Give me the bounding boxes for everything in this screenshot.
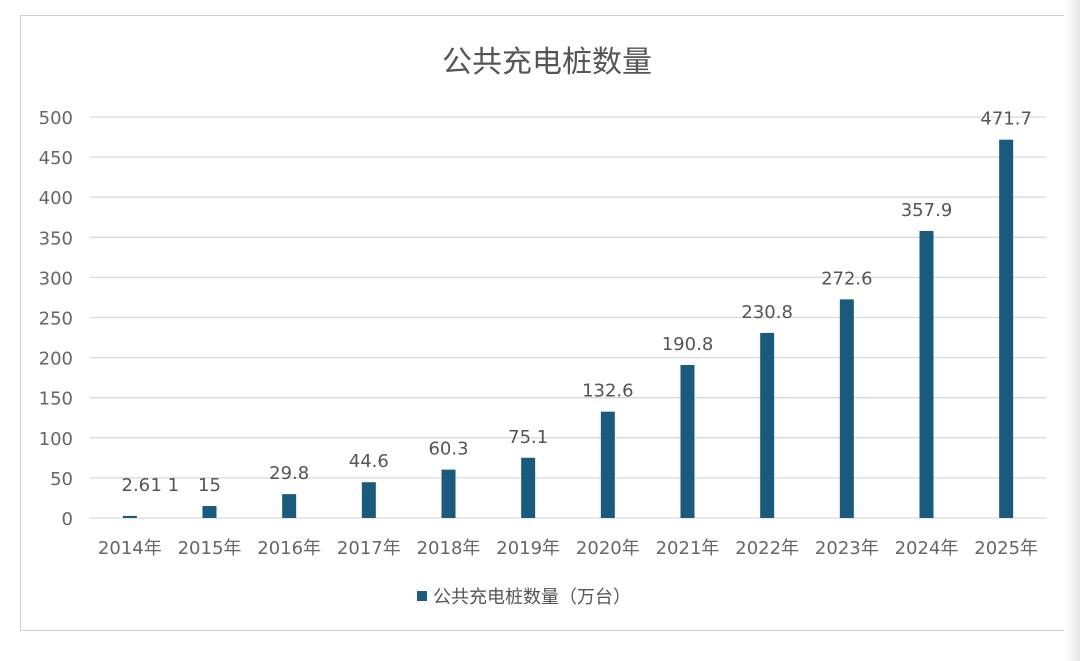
x-category-label: 2025年	[974, 538, 1038, 559]
data-label: 132.6	[582, 381, 634, 402]
y-tick-label: 300	[39, 268, 73, 289]
x-category-label: 2016年	[257, 538, 321, 559]
legend-swatch	[417, 591, 427, 601]
y-tick-label: 500	[39, 108, 73, 129]
bar	[919, 230, 934, 518]
gridlines	[90, 116, 1046, 519]
bar	[441, 469, 456, 518]
y-tick-label: 350	[39, 228, 73, 249]
data-labels: 2.6 15 29.8 44.6 60.3 75.1 132.6 190.8 230.8 272.…	[122, 109, 1032, 496]
x-category-label: 2022年	[735, 538, 799, 559]
bars	[122, 139, 1014, 518]
y-tick-label: 100	[39, 429, 73, 450]
x-category-label: 2021年	[656, 538, 720, 559]
data-label: 2.6	[122, 475, 151, 496]
bar	[680, 364, 695, 518]
x-category-label: 2019年	[496, 538, 560, 559]
chart-frame	[20, 15, 1072, 631]
bar	[760, 332, 775, 518]
bar	[521, 457, 536, 518]
page-edge-shadow	[1064, 0, 1080, 661]
y-tick-label: 450	[39, 148, 73, 169]
data-label: 272.6	[821, 268, 873, 289]
legend-label: 公共充电桩数量（万台）	[433, 587, 631, 608]
y-tick-label: 50	[50, 469, 73, 490]
x-category-label: 2020年	[576, 538, 640, 559]
x-category-label: 2024年	[895, 538, 959, 559]
y-tick-label: 0	[62, 509, 73, 530]
data-label: 190.8	[662, 334, 714, 355]
data-label: 471.7	[980, 109, 1032, 130]
bar	[122, 515, 137, 518]
y-tick-label: 200	[39, 349, 73, 370]
legend: 公共充电桩数量（万台）	[417, 587, 631, 608]
chart-title: 公共充电桩数量	[442, 45, 652, 80]
bar	[361, 482, 376, 518]
data-label: 15	[198, 475, 221, 496]
x-category-label: 2023年	[815, 538, 879, 559]
bar	[202, 505, 217, 518]
y-tick-label: 400	[39, 188, 73, 209]
x-category-label: 2014年	[98, 538, 162, 559]
bar	[999, 139, 1014, 518]
data-label: 44.6	[349, 451, 389, 472]
data-label: 29.8	[269, 463, 309, 484]
bar	[839, 299, 854, 518]
data-label: 230.8	[741, 302, 793, 323]
y-axis-tick-labels: 0 50 100 150 200 250 300 350 400 450 500	[39, 108, 73, 530]
y-tick-label: 150	[39, 389, 73, 410]
x-category-label: 2015年	[178, 538, 242, 559]
data-label: 357.9	[901, 200, 953, 221]
x-axis-category-labels: 2014年 2015年 2016年 2017年 2018年 2019年 2020年 2021年…	[98, 538, 1038, 559]
data-label: 75.1	[508, 427, 548, 448]
x-category-label: 2017年	[337, 538, 401, 559]
data-label-extra: 1 1	[151, 475, 180, 496]
bar	[600, 411, 615, 518]
y-tick-label: 250	[39, 309, 73, 330]
x-category-label: 2018年	[417, 538, 481, 559]
bar	[282, 494, 297, 518]
data-label: 60.3	[428, 439, 468, 460]
